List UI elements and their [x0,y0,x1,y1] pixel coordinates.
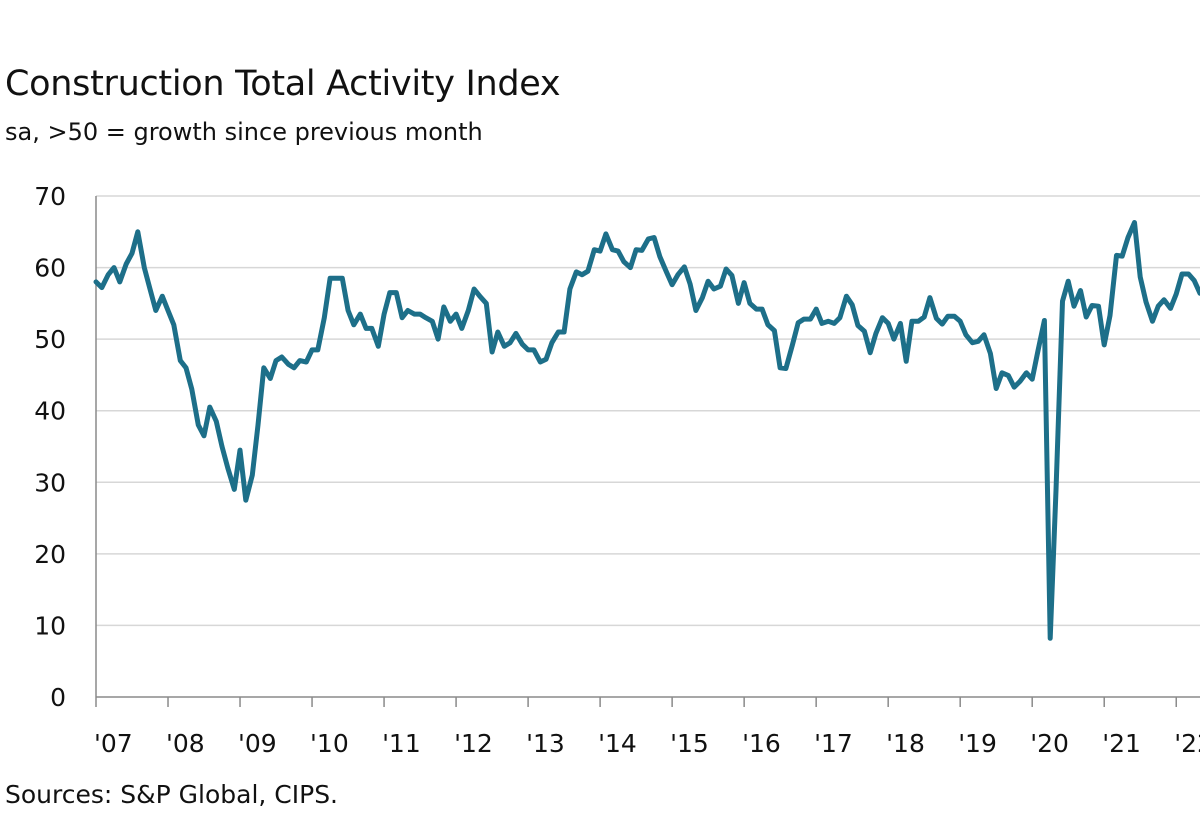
chart-title: Construction Total Activity Index [5,64,561,104]
x-tick-label: '10 [310,729,349,758]
y-tick-label: 40 [34,397,66,426]
x-tick-label: '12 [454,729,493,758]
x-tick-label: '11 [382,729,421,758]
series-line [93,220,1200,641]
x-tick-label: '09 [238,729,277,758]
y-tick-label: 10 [34,611,66,640]
x-tick-label: '08 [166,729,205,758]
y-tick-label: 20 [34,540,66,569]
y-tick-label: 30 [34,468,66,497]
x-tick-label: '18 [886,729,925,758]
x-tick-label: '16 [742,729,781,758]
x-tick-label: '20 [1030,729,1069,758]
x-tick-label: '15 [670,729,709,758]
grid-lines [96,195,1200,627]
x-tick-label: '21 [1102,729,1141,758]
y-tick-label: 60 [34,254,66,283]
x-tick-label: '22 [1174,729,1200,758]
y-tick-label: 50 [34,325,66,354]
y-tick-label: 70 [34,182,66,211]
series-group [93,220,1200,641]
source-note: Sources: S&P Global, CIPS. [5,780,339,809]
x-tick-label: '17 [814,729,853,758]
x-axis: '07 '08 '09 '10 '11 '12 '13 '14 '15 '16 '17 '18 '19 '… [94,196,1200,758]
y-tick-label: 0 [50,683,66,712]
y-tick-labels: 0 10 20 30 40 50 60 70 [34,182,66,712]
x-tick-label: '14 [598,729,637,758]
x-tick-label: '13 [526,729,565,758]
x-tick-label: '19 [958,729,997,758]
chart-subtitle: sa, >50 = growth since previous month [5,118,483,146]
x-tick-label: '07 [94,729,133,758]
